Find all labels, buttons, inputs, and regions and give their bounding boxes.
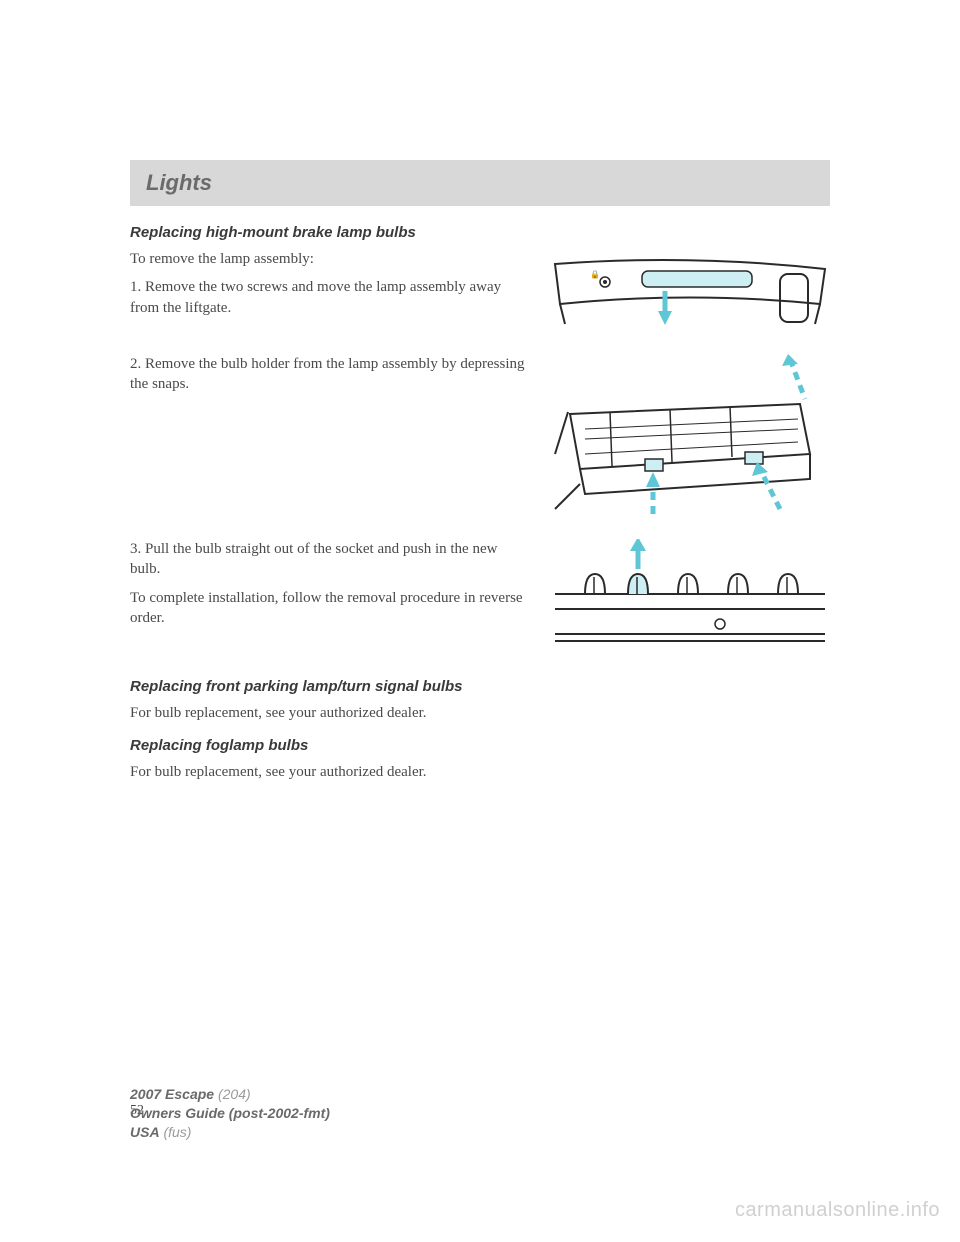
heading-foglamp: Replacing foglamp bulbs: [130, 737, 830, 754]
heading-parking-lamp: Replacing front parking lamp/turn signal…: [130, 678, 830, 695]
page-content: Lights Replacing high-mount brake lamp b…: [0, 0, 960, 1119]
foglamp-body: For bulb replacement, see your authorize…: [130, 762, 830, 782]
step-row-3: 3. Pull the bulb straight out of the soc…: [130, 539, 830, 664]
footer-code2: (fus): [163, 1124, 191, 1140]
heading-brake-lamp: Replacing high-mount brake lamp bulbs: [130, 224, 830, 241]
closing-text: To complete installation, follow the rem…: [130, 588, 530, 629]
step-3-text: 3. Pull the bulb straight out of the soc…: [130, 539, 530, 580]
svg-text:🔒: 🔒: [590, 270, 600, 279]
intro-text: To remove the lamp assembly:: [130, 249, 530, 269]
footer-region: USA: [130, 1124, 160, 1140]
step-row-2: 2. Remove the bulb holder from the lamp …: [130, 354, 830, 529]
diagram-liftgate: 🔒: [550, 249, 830, 339]
footer: 2007 Escape (204) Owners Guide (post-200…: [130, 1085, 330, 1142]
step-2-text: 2. Remove the bulb holder from the lamp …: [130, 354, 530, 395]
diagram-bulb-holder: [550, 354, 830, 524]
step-row-1: To remove the lamp assembly: 1. Remove t…: [130, 249, 830, 344]
footer-guide: Owners Guide (post-2002-fmt): [130, 1105, 330, 1121]
footer-code1: (204): [218, 1086, 251, 1102]
footer-model: 2007 Escape: [130, 1086, 214, 1102]
section-header: Lights: [130, 160, 830, 206]
section-title: Lights: [146, 170, 212, 195]
diagram-bulb-sockets: [550, 539, 830, 659]
step-1-text: 1. Remove the two screws and move the la…: [130, 277, 530, 318]
parking-lamp-body: For bulb replacement, see your authorize…: [130, 703, 830, 723]
watermark: carmanualsonline.info: [735, 1199, 940, 1222]
